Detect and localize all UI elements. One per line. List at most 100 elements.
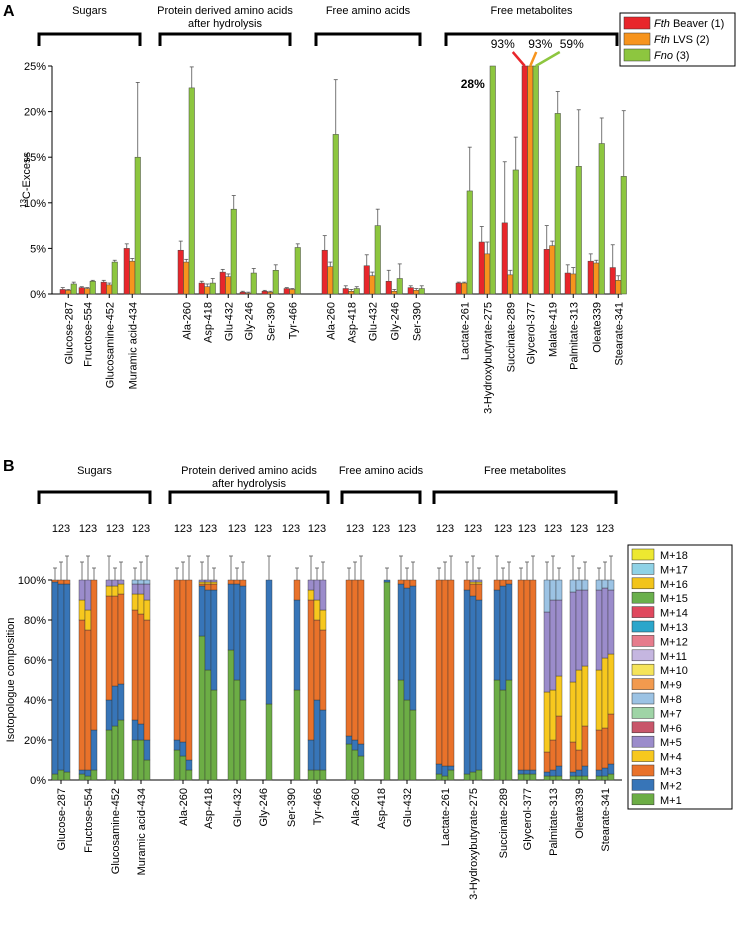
category-label-b: Gly-246 [258, 788, 270, 827]
stacked-segment-b [307, 769, 315, 781]
y-tick-label-b: 100% [18, 575, 46, 587]
stacked-segment-b [78, 769, 86, 775]
legend-swatch-b [631, 563, 655, 575]
legend-swatch-a [623, 32, 651, 46]
overflow-value-label-a: 93% [491, 37, 515, 51]
bar-a [407, 287, 414, 295]
bar-a [225, 276, 232, 295]
stacked-segment-b [143, 739, 151, 761]
stacked-segment-b [493, 589, 501, 681]
legend-swatch-b [631, 649, 655, 662]
category-label-a: Fructose-554 [82, 302, 94, 367]
stacked-segment-b [210, 579, 218, 583]
category-label-a: Gly-246 [243, 302, 255, 341]
stacked-segment-b [607, 773, 615, 781]
bar-a [391, 291, 398, 295]
stacked-segment-b [313, 599, 321, 621]
legend-label-a: Fth LVS (2) [654, 34, 709, 46]
legend-swatch-b [631, 793, 655, 806]
bar-a [455, 282, 462, 295]
stacked-segment-b [293, 689, 301, 781]
bar-number-label-b: 123 [570, 523, 588, 535]
bar-a [245, 292, 252, 295]
bar-a [501, 222, 508, 295]
stacked-segment-b [555, 599, 563, 677]
group-bracket-a [158, 32, 292, 46]
bar-a [106, 284, 113, 295]
bar-a [348, 291, 355, 295]
bar-a [353, 288, 360, 295]
stacked-segment-b [575, 669, 583, 751]
y-tick-label-a: 20% [24, 107, 46, 119]
group-label-b: Free metabolites [484, 465, 566, 477]
stacked-segment-b [595, 775, 603, 781]
stacked-segment-b [185, 579, 193, 761]
stacked-segment-b [90, 579, 98, 731]
category-label-a: Tyr-466 [287, 302, 299, 339]
bar-number-label-b: 123 [596, 523, 614, 535]
category-label-a: Glucose-287 [63, 302, 75, 364]
stacked-segment-b [313, 579, 321, 601]
category-label-a: 3-Hydroxybutyrate-275 [482, 302, 494, 414]
stacked-segment-b [51, 579, 59, 583]
bar-a [478, 241, 485, 295]
stacked-segment-b [463, 579, 471, 591]
legend-swatch-b [631, 779, 655, 791]
stacked-segment-b [131, 583, 139, 595]
bar-a [363, 265, 370, 295]
category-label-a: Glycerol-377 [525, 302, 537, 364]
stacked-segment-b [523, 773, 531, 781]
stacked-segment-b [78, 773, 86, 781]
bar-a [183, 261, 190, 295]
bar-a [261, 291, 268, 295]
stacked-segment-b [204, 589, 212, 671]
category-label-b: 3-Hydroxybutyrate-275 [468, 788, 480, 900]
stacked-segment-b [239, 585, 247, 701]
stacked-segment-b [601, 727, 609, 769]
y-tick-label-a: 5% [30, 243, 46, 255]
stacked-segment-b [469, 583, 477, 597]
stacked-segment-b [137, 723, 145, 741]
category-label-b: Succinate-289 [498, 788, 510, 858]
stacked-segment-b [313, 699, 321, 771]
stacked-segment-b [233, 679, 241, 781]
bar-a [466, 190, 473, 295]
stacked-segment-b [179, 741, 187, 757]
stacked-segment-b [319, 709, 327, 771]
legend-swatch-b [631, 721, 655, 734]
stacked-segment-b [397, 679, 405, 781]
stacked-segment-b [239, 579, 247, 587]
stacked-segment-b [581, 775, 589, 781]
legend-label-b: M+11 [660, 651, 687, 663]
stacked-segment-b [523, 579, 531, 771]
legend-swatch-b [631, 707, 655, 719]
y-axis-title-a: 13C-Excess [19, 152, 33, 208]
bar-a [332, 134, 339, 295]
stacked-segment-b [351, 579, 359, 741]
legend-label-b: M+16 [660, 579, 688, 591]
bar-a [204, 286, 211, 295]
stacked-segment-b [239, 699, 247, 781]
stacked-segment-b [575, 749, 583, 771]
bar-a [239, 291, 246, 295]
stacked-segment-b [475, 769, 483, 781]
stacked-segment-b [233, 583, 241, 681]
category-label-b: Tyr-466 [312, 788, 324, 825]
legend-label-b: M+4 [660, 752, 682, 764]
category-label-a: Glu-432 [223, 302, 235, 341]
category-label-a: Glu-432 [367, 302, 379, 341]
stacked-segment-b [293, 579, 301, 601]
legend-swatch-a [623, 16, 651, 30]
legend-label-b: M+13 [660, 622, 688, 634]
stacked-segment-b [575, 769, 583, 777]
bar-a [321, 249, 328, 295]
stacked-segment-b [569, 775, 577, 781]
bar-number-label-b: 123 [398, 523, 416, 535]
bar-a [461, 282, 468, 295]
stacked-segment-b [517, 769, 525, 775]
stacked-segment-b [575, 579, 583, 591]
stacked-segment-b [505, 583, 513, 681]
legend-label-b: M+6 [660, 723, 682, 735]
stacked-segment-b [111, 685, 119, 727]
group-bracket-a [37, 32, 142, 46]
